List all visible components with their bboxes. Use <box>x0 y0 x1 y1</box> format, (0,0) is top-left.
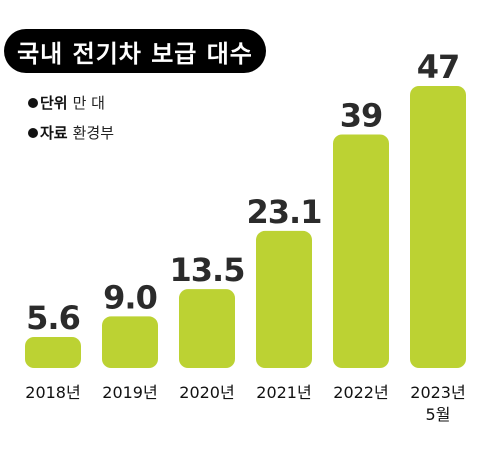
bullet-dot-icon <box>28 97 38 108</box>
source-value: 환경부 <box>72 124 115 142</box>
bar-0 <box>25 337 81 368</box>
value-label-4: 39 <box>340 97 383 135</box>
bar-4 <box>333 134 389 368</box>
source-note: 자료 환경부 <box>28 122 114 143</box>
x-tick-label-0: 2018년 <box>25 383 80 402</box>
x-tick-label-4: 2022년 <box>333 383 388 402</box>
bar-5 <box>410 86 466 368</box>
bar-3 <box>256 230 312 368</box>
bar-2 <box>179 289 235 368</box>
source-key: 자료 <box>40 124 68 142</box>
chart-title: 국내 전기차 보급 대수 <box>4 29 266 73</box>
value-label-1: 9.0 <box>103 278 157 316</box>
x-tick-label-1: 2019년 <box>102 383 157 402</box>
x-tick-label-5-line-1: 5월 <box>426 405 451 424</box>
x-tick-label-5-line-0: 2023년 <box>410 383 465 402</box>
value-label-3: 23.1 <box>247 193 322 231</box>
unit-value: 만 대 <box>72 94 105 112</box>
unit-note: 단위 만 대 <box>28 92 105 113</box>
value-label-0: 5.6 <box>26 299 80 337</box>
value-label-2: 13.5 <box>170 251 245 289</box>
x-tick-label-2: 2020년 <box>179 383 234 402</box>
x-tick-label-3: 2021년 <box>256 383 311 402</box>
value-label-5: 47 <box>417 48 460 86</box>
bullet-dot-icon <box>28 127 38 138</box>
unit-key: 단위 <box>40 94 68 112</box>
bar-1 <box>102 316 158 368</box>
